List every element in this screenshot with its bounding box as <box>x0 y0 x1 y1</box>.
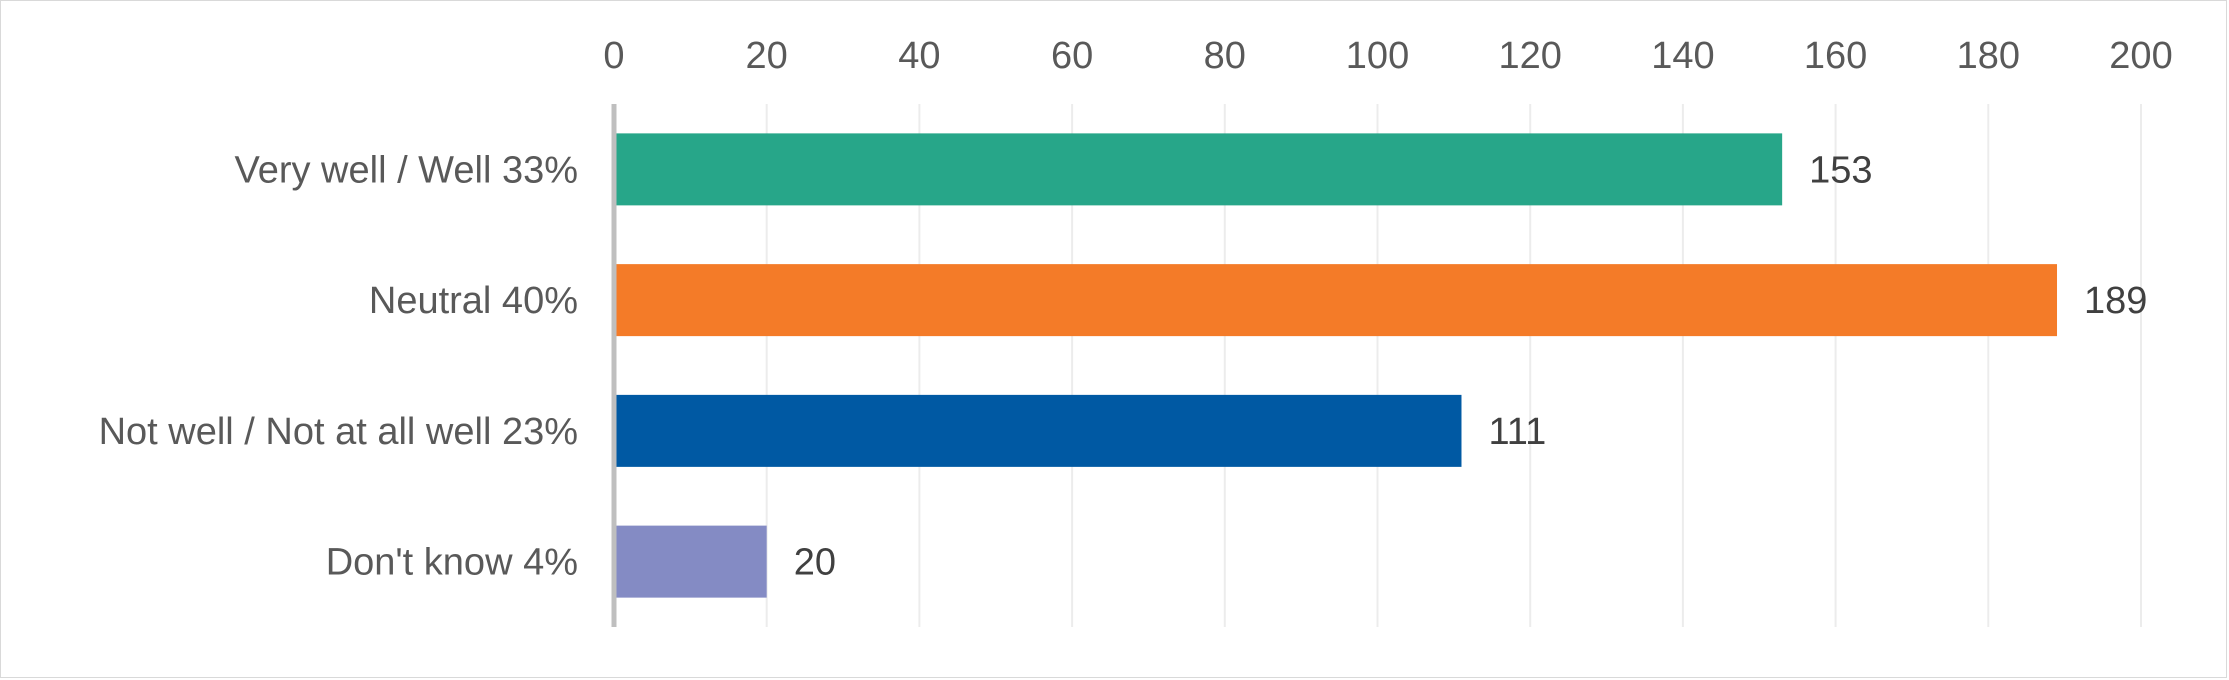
category-label: Not well / Not at all well 23% <box>99 411 578 453</box>
x-axis-tick-labels: 0 20 40 60 80 100 120 140 160 180 200 <box>603 35 2172 77</box>
bar <box>614 133 1783 206</box>
category-labels: Very well / Well 33% Neutral 40% Not well … <box>99 149 578 583</box>
data-label: 189 <box>2084 280 2147 322</box>
x-tick-label: 80 <box>1204 35 1246 77</box>
x-tick-label: 0 <box>603 35 624 77</box>
data-label: 153 <box>1809 149 1872 191</box>
x-tick-label: 60 <box>1051 35 1093 77</box>
bars <box>614 133 2058 598</box>
category-label: Don't know 4% <box>326 542 578 584</box>
x-tick-label: 100 <box>1346 35 1409 77</box>
category-label: Neutral 40% <box>369 280 578 322</box>
bar <box>614 264 2058 337</box>
category-label: Very well / Well 33% <box>234 149 578 191</box>
x-tick-label: 120 <box>1498 35 1561 77</box>
x-tick-label: 40 <box>898 35 940 77</box>
x-tick-label: 180 <box>1957 35 2020 77</box>
data-label: 20 <box>794 542 836 584</box>
x-tick-label: 160 <box>1804 35 1867 77</box>
x-tick-label: 20 <box>746 35 788 77</box>
x-tick-label: 200 <box>2109 35 2172 77</box>
data-label: 111 <box>1488 411 1546 453</box>
bar <box>614 394 1462 467</box>
bar <box>614 525 767 598</box>
data-labels: 153 189 111 20 <box>794 149 2148 583</box>
x-tick-label: 140 <box>1651 35 1714 77</box>
